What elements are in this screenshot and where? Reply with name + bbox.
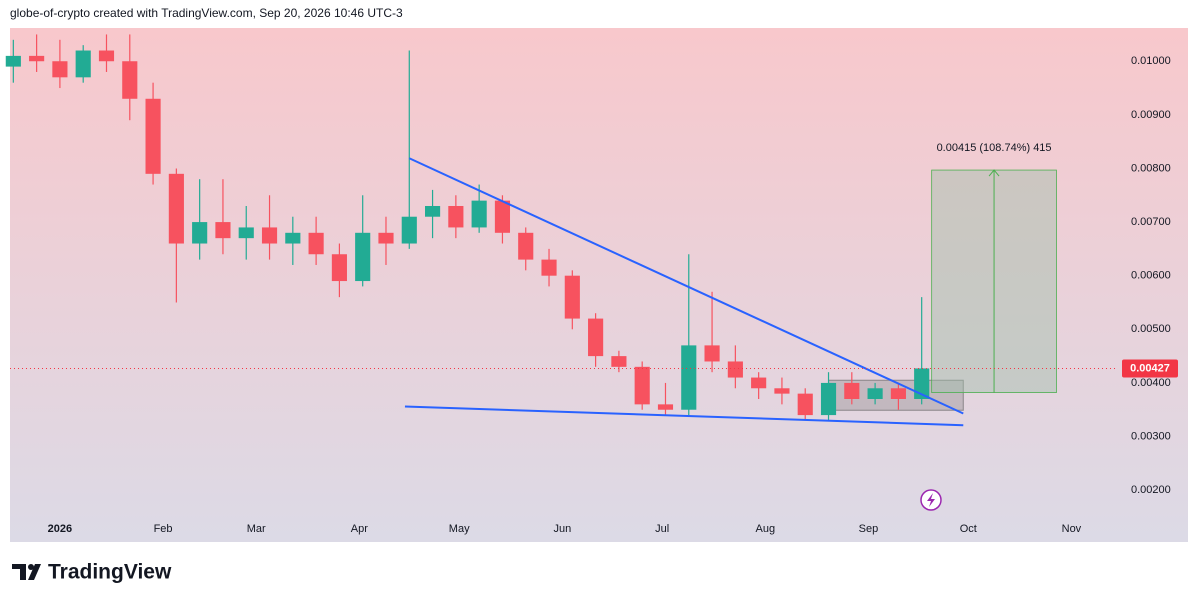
- candle-body: [5, 55, 21, 67]
- candle-body: [261, 227, 278, 244]
- candle-body: [52, 61, 68, 78]
- candle-body: [378, 232, 394, 244]
- candle-body: [797, 393, 813, 416]
- alert-bolt[interactable]: [927, 493, 935, 507]
- candle-body: [122, 61, 138, 99]
- brand-icon: [12, 564, 41, 580]
- trend-line: [408, 157, 964, 415]
- y-tick-label: 0.00900: [1131, 109, 1171, 121]
- candle-body: [541, 259, 557, 276]
- candle-body: [914, 368, 930, 399]
- x-tick-label: Sep: [859, 523, 879, 535]
- candle-body: [867, 388, 883, 399]
- candle-body: [518, 232, 534, 260]
- candle-body: [564, 275, 580, 319]
- brand-icon-dot: [28, 564, 34, 570]
- x-tick-label: Jun: [553, 523, 571, 535]
- y-tick-label: 0.00200: [1131, 484, 1171, 496]
- x-tick-label: Jul: [655, 523, 669, 535]
- x-tick-label: May: [449, 523, 470, 535]
- x-tick-label: Apr: [351, 523, 368, 535]
- y-tick-label: 0.00300: [1131, 430, 1171, 442]
- candle-body: [751, 377, 767, 389]
- candle-body: [401, 216, 417, 244]
- brand-logo: TradingView: [12, 561, 172, 584]
- candle-body: [844, 382, 860, 399]
- y-tick-label: 0.00500: [1131, 323, 1171, 335]
- alert-icon[interactable]: [920, 489, 942, 511]
- candle-body: [588, 318, 604, 357]
- x-tick-label: Aug: [756, 523, 776, 535]
- measure-arrowhead: [988, 169, 1000, 177]
- candle-body: [774, 388, 790, 394]
- candle-body: [308, 232, 324, 255]
- candle-body: [425, 205, 441, 217]
- x-tick-label: Mar: [247, 523, 266, 535]
- candle-body: [704, 345, 720, 362]
- y-tick-label: 0.00400: [1131, 377, 1171, 389]
- brand-name: TradingView: [48, 561, 172, 584]
- candle-body: [285, 232, 301, 244]
- y-tick-label: 0.01000: [1131, 55, 1171, 67]
- last-price-label: 0.00427: [1130, 362, 1170, 374]
- candle-body: [657, 404, 674, 410]
- candle-body: [634, 366, 650, 405]
- y-tick-label: 0.00800: [1131, 162, 1171, 174]
- candle-body: [145, 98, 161, 174]
- chart-background: [10, 28, 1188, 542]
- last-price-box: [1122, 359, 1178, 378]
- x-tick-label: 2026: [48, 523, 72, 535]
- candle-body: [355, 232, 371, 282]
- x-tick-label: Oct: [960, 523, 977, 535]
- trend-line: [404, 405, 964, 427]
- candle-body: [890, 388, 906, 399]
- candle-body: [192, 222, 208, 244]
- candle-body: [448, 205, 464, 228]
- candle-body: [681, 345, 697, 410]
- candle-body: [75, 50, 91, 78]
- candle-body: [727, 361, 743, 378]
- x-tick-label: Feb: [154, 523, 173, 535]
- candle-body: [98, 50, 115, 62]
- candle-body: [471, 200, 487, 228]
- measure-label: 0.00415 (108.74%) 415: [937, 142, 1052, 154]
- candle-body: [331, 254, 347, 282]
- candle-body: [215, 222, 231, 239]
- candle-body: [611, 356, 627, 367]
- y-tick-label: 0.00700: [1131, 216, 1171, 228]
- header-text: globe-of-crypto created with TradingView…: [10, 6, 403, 20]
- candle-body: [820, 382, 837, 416]
- x-tick-label: Nov: [1062, 523, 1082, 535]
- candle-body: [29, 55, 45, 62]
- candle-body: [238, 227, 254, 239]
- candle-body: [168, 173, 184, 244]
- candle-body: [494, 200, 511, 233]
- y-tick-label: 0.00600: [1131, 270, 1171, 282]
